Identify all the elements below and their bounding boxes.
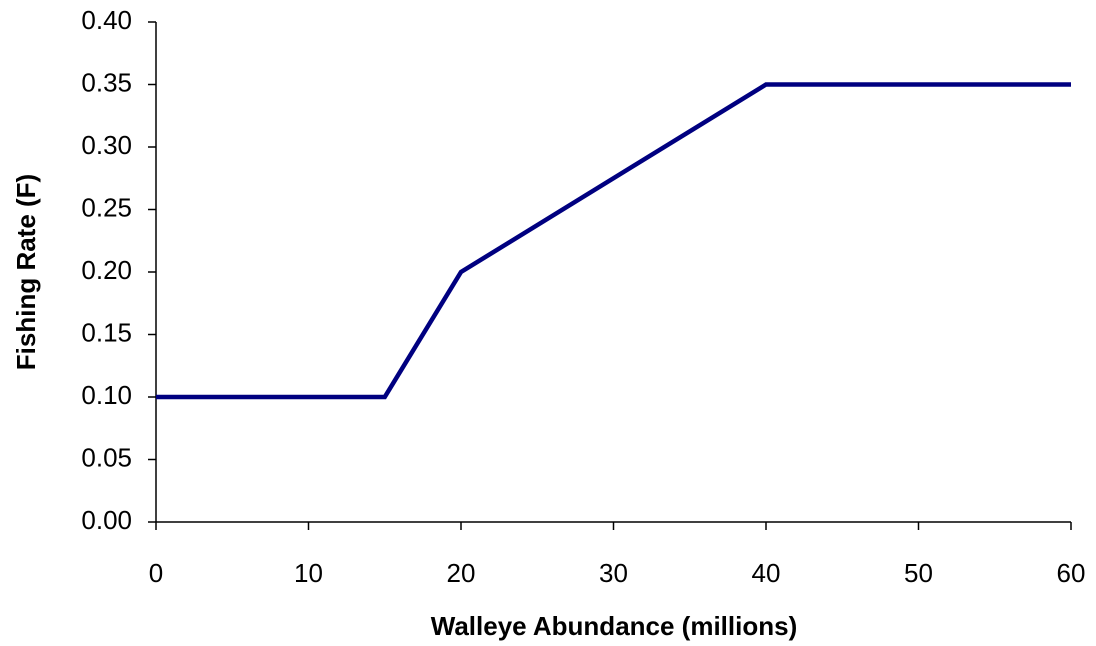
y-tick-label: 0.25 xyxy=(81,192,132,222)
y-tick-label: 0.15 xyxy=(81,317,132,347)
y-tick-label: 0.30 xyxy=(81,130,132,160)
x-tick-label: 60 xyxy=(1057,558,1086,588)
x-tick-label: 30 xyxy=(599,558,628,588)
x-tick-label: 50 xyxy=(904,558,933,588)
y-tick-label: 0.40 xyxy=(81,5,132,35)
y-tick-label: 0.05 xyxy=(81,442,132,472)
x-tick-label: 40 xyxy=(752,558,781,588)
x-axis-title: Walleye Abundance (millions) xyxy=(431,611,797,641)
y-axis-title: Fishing Rate (F) xyxy=(11,174,41,370)
y-tick-label: 0.00 xyxy=(81,505,132,535)
x-tick-label: 0 xyxy=(149,558,163,588)
x-tick-label: 10 xyxy=(294,558,323,588)
y-tick-label: 0.10 xyxy=(81,380,132,410)
y-tick-label: 0.20 xyxy=(81,255,132,285)
data-line xyxy=(156,82,1071,400)
y-tick-label: 0.35 xyxy=(81,67,132,97)
x-tick-label: 20 xyxy=(447,558,476,588)
